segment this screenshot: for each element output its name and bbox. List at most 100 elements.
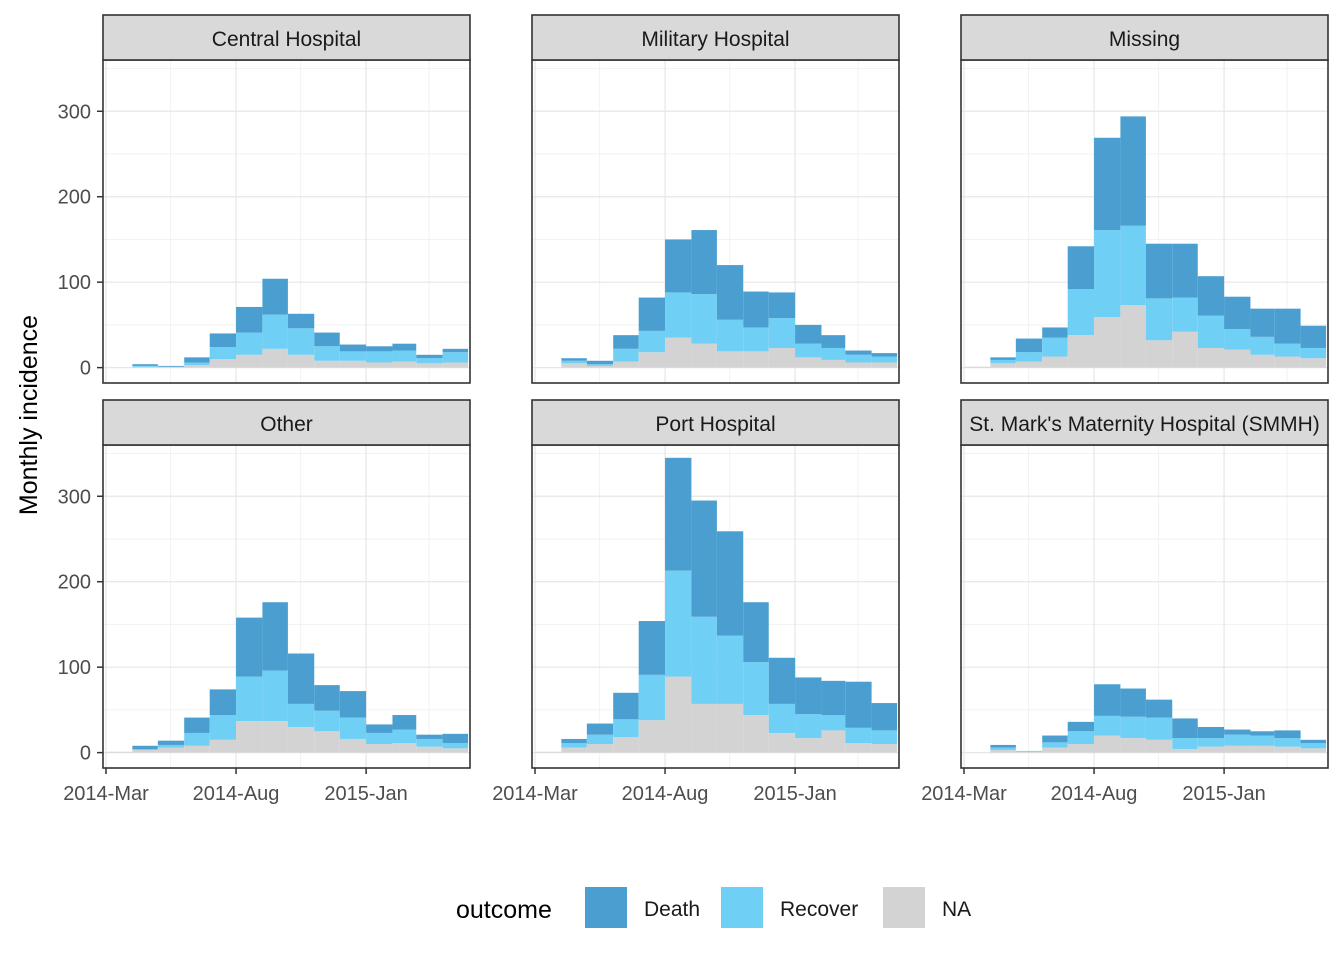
bar-death-2014-may [1015,338,1043,353]
bar-na-2015-jan [366,744,393,753]
bar-na-2014-jul [638,720,666,753]
bar-recover-2014-jun [1042,742,1068,748]
bar-recover-2014-aug [236,332,263,355]
legend-key-na [883,887,925,928]
bar-na-2014-dec [339,360,367,368]
bar-recover-2015-mar [416,358,443,364]
bar-na-2014-jun [1042,356,1068,368]
bar-recover-2015-feb [1250,336,1275,355]
bar-na-2014-jul [1067,744,1095,753]
bar-na-2014-nov [1172,749,1198,753]
bar-death-2014-may [586,723,614,735]
bar-na-2014-apr [132,750,158,753]
bar-recover-2015-mar [1274,738,1301,747]
bar-na-2015-jan [795,738,822,753]
bar-na-2015-feb [1250,745,1275,753]
bar-death-2014-aug [1094,684,1121,716]
bar-recover-2014-dec [768,318,796,348]
bar-na-2014-may [1015,361,1043,368]
bar-death-2014-sep [691,230,717,295]
bar-recover-2015-mar [416,738,443,747]
bar-na-2014-may [586,744,614,753]
bar-na-2014-mar [964,366,991,368]
bar-recover-2014-aug [1094,715,1121,736]
bar-death-2015-feb [1250,731,1275,736]
bar-death-2014-may [586,360,614,365]
facet-title: Missing [1109,28,1180,51]
bar-na-2014-aug [1094,735,1121,753]
bar-recover-2014-nov [1172,297,1198,332]
bar-recover-2014-jul [209,347,237,360]
bar-death-2014-apr [990,744,1016,748]
bar-death-2014-jun [1042,327,1068,338]
bar-recover-2014-apr [990,359,1016,364]
bar-na-2015-jan [795,357,822,368]
bar-recover-2014-nov [1172,738,1198,750]
bar-na-2014-oct [716,351,744,368]
bar-recover-2014-jun [613,348,639,362]
bar-death-2015-mar [845,350,872,355]
bar-na-2014-jun [184,745,210,753]
bar-recover-2014-jul [638,330,666,353]
panel-5: Port Hospital 2014-Mar 2014-Aug 2015-Jan [492,399,900,805]
bar-na-2014-jun [184,365,210,368]
bar-recover-2015-feb [1250,735,1275,746]
bar-death-2015-jan [795,677,822,715]
bar-death-2014-nov [1172,718,1198,739]
bar-death-2014-aug [1094,137,1121,231]
bar-recover-2015-feb [821,347,846,360]
bar-na-2014-sep [691,343,717,368]
bar-na-2014-jul [209,739,237,753]
bar-death-2014-nov [743,602,769,663]
bar-na-2015-mar [845,362,872,368]
bar-na-2015-feb [1250,354,1275,368]
legend-key-recover [721,887,763,928]
bar-death-2015-mar [416,734,443,739]
bar-na-2014-sep [262,721,288,753]
bar-na-2014-sep [1120,305,1146,368]
bar-na-2014-aug [1094,317,1121,368]
bar-recover-2014-jul [638,674,666,721]
bar-death-2014-apr [561,738,587,744]
bar-recover-2014-may [586,364,614,366]
bar-death-2014-dec [1197,276,1225,316]
facet-title: Port Hospital [655,413,775,436]
bar-death-2014-jul [638,621,666,675]
facet-strip [102,399,471,446]
panel-2: Military Hospital [531,14,900,384]
bar-death-2015-jan [366,346,393,352]
bar-death-2014-sep [691,500,717,617]
bar-na-2014-may [1015,751,1043,753]
facet-title: St. Mark's Maternity Hospital (SMMH) [969,413,1320,436]
facet-strip [531,399,900,446]
bar-na-2014-sep [691,703,717,753]
bar-death-2015-feb [392,715,417,730]
bar-death-2014-nov [314,685,340,711]
bar-recover-2014-nov [743,662,769,716]
bar-recover-2015-jan [1224,734,1251,746]
bar-na-2014-apr [990,750,1016,753]
bar-death-2014-apr [132,745,158,750]
bar-recover-2014-dec [339,717,367,739]
bar-death-2014-jul [209,689,237,716]
x-tick-label: 2014-Mar [63,783,149,805]
bar-recover-2015-jan [366,351,393,363]
bar-recover-2014-oct [716,635,744,704]
bar-death-2014-nov [314,332,340,347]
bar-na-2014-dec [768,732,796,753]
bar-recover-2014-oct [287,328,315,355]
bar-death-2014-nov [743,291,769,328]
bar-death-2015-jan [1224,296,1251,330]
bar-death-2015-apr [442,348,469,353]
bar-na-2015-jan [1224,745,1251,753]
bar-recover-2014-apr [132,365,158,367]
legend-title: outcome [456,896,552,924]
bar-recover-2014-sep [262,314,288,349]
bar-na-2014-aug [236,354,263,368]
bar-recover-2014-aug [236,676,263,722]
bar-recover-2015-jan [1224,329,1251,350]
bar-recover-2014-nov [743,327,769,352]
facet-strip [531,14,900,61]
bar-na-2014-jul [638,352,666,368]
bar-death-2014-dec [339,344,367,352]
